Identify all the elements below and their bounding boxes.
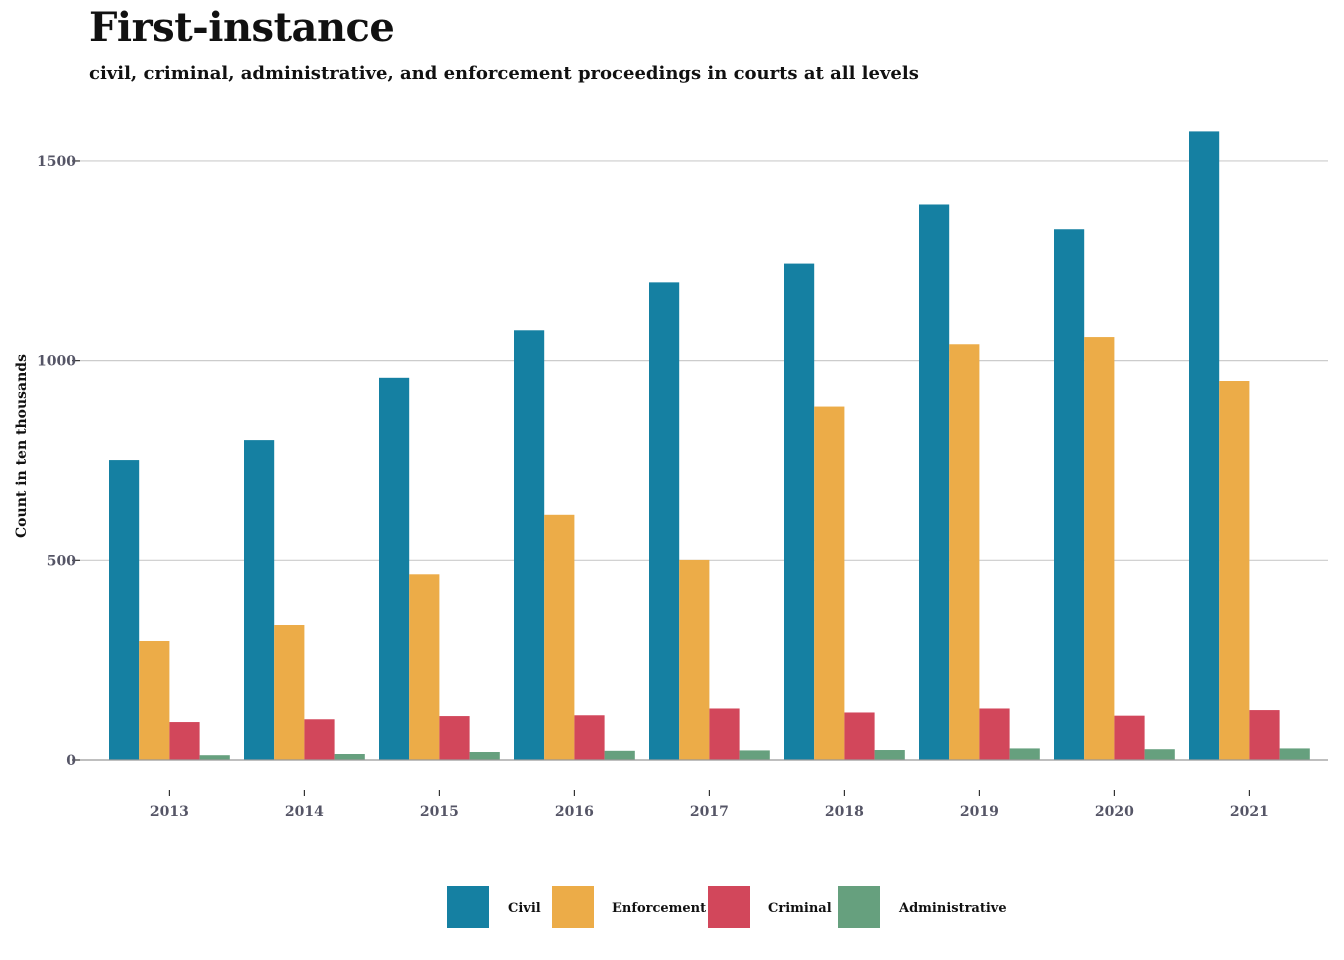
x-tick-label: 2021	[1230, 804, 1269, 820]
x-tick-label: 2013	[150, 804, 189, 820]
legend-label-administrative: Administrative	[898, 901, 1007, 916]
bar-civil-2017	[649, 282, 680, 760]
bars	[109, 131, 1310, 761]
y-tick-label: 1000	[37, 354, 76, 370]
bar-enforcement-2020	[1084, 337, 1115, 760]
bar-civil-2021	[1189, 131, 1220, 761]
x-tick-label: 2020	[1095, 804, 1134, 820]
y-axis-title: Count in ten thousands	[14, 354, 30, 538]
bar-civil-2015	[379, 377, 410, 760]
x-tick-label: 2014	[285, 804, 324, 820]
x-tick-label: 2016	[555, 804, 594, 820]
bar-civil-2020	[1054, 229, 1085, 761]
bar-criminal-2015	[439, 716, 470, 760]
bar-administrative-2021	[1279, 748, 1310, 760]
legend-swatch-civil	[447, 886, 489, 928]
bar-administrative-2017	[739, 750, 770, 760]
bar-administrative-2016	[604, 750, 635, 760]
legend-label-criminal: Criminal	[768, 901, 832, 916]
bar-administrative-2020	[1144, 749, 1175, 760]
bar-enforcement-2019	[949, 344, 980, 760]
bar-criminal-2019	[979, 708, 1010, 760]
bar-civil-2019	[919, 204, 950, 761]
x-tick-label: 2017	[690, 804, 729, 820]
x-axis: 2013 2014 2015 2016 2017 2018 2019 2020 2021	[80, 759, 1328, 820]
legend-swatch-enforcement	[552, 886, 594, 928]
bar-civil-2018	[784, 263, 815, 760]
x-tick-label: 2019	[960, 804, 999, 820]
bar-enforcement-2018	[814, 406, 845, 760]
legend-swatch-administrative	[838, 886, 880, 928]
bar-administrative-2014	[334, 754, 365, 760]
legend: Civil Enforcement Criminal Administrative	[447, 886, 1007, 928]
chart-subtitle: civil, criminal, administrative, and enf…	[89, 63, 919, 84]
bar-criminal-2017	[709, 708, 740, 760]
bar-enforcement-2015	[409, 574, 440, 760]
y-tick-label: 1500	[37, 154, 76, 170]
y-tick-label: 500	[47, 553, 76, 569]
bar-civil-2014	[244, 440, 275, 760]
bar-administrative-2018	[874, 750, 905, 760]
bar-administrative-2019	[1009, 748, 1040, 760]
bar-enforcement-2017	[679, 559, 710, 760]
y-tick-label: 0	[66, 753, 76, 769]
legend-swatch-criminal	[708, 886, 750, 928]
chart-title: First-instance	[89, 4, 395, 51]
bar-enforcement-2014	[274, 625, 305, 760]
bar-enforcement-2021	[1219, 381, 1250, 760]
x-tick-label: 2015	[420, 804, 459, 820]
bar-civil-2016	[514, 330, 545, 760]
bar-enforcement-2013	[139, 640, 170, 760]
x-tick-label: 2018	[825, 804, 864, 820]
bar-criminal-2016	[574, 715, 605, 760]
bar-criminal-2021	[1249, 710, 1280, 760]
bar-administrative-2013	[199, 755, 230, 760]
legend-label-enforcement: Enforcement	[612, 901, 706, 916]
bar-criminal-2014	[304, 719, 335, 760]
bar-enforcement-2016	[544, 514, 575, 760]
bar-administrative-2015	[469, 752, 500, 760]
bar-criminal-2020	[1114, 715, 1145, 760]
y-axis: 0 500 1000 1500	[37, 154, 80, 769]
bar-criminal-2018	[844, 712, 875, 760]
bar-civil-2013	[109, 460, 140, 760]
legend-label-civil: Civil	[508, 901, 541, 916]
bar-criminal-2013	[169, 722, 200, 760]
